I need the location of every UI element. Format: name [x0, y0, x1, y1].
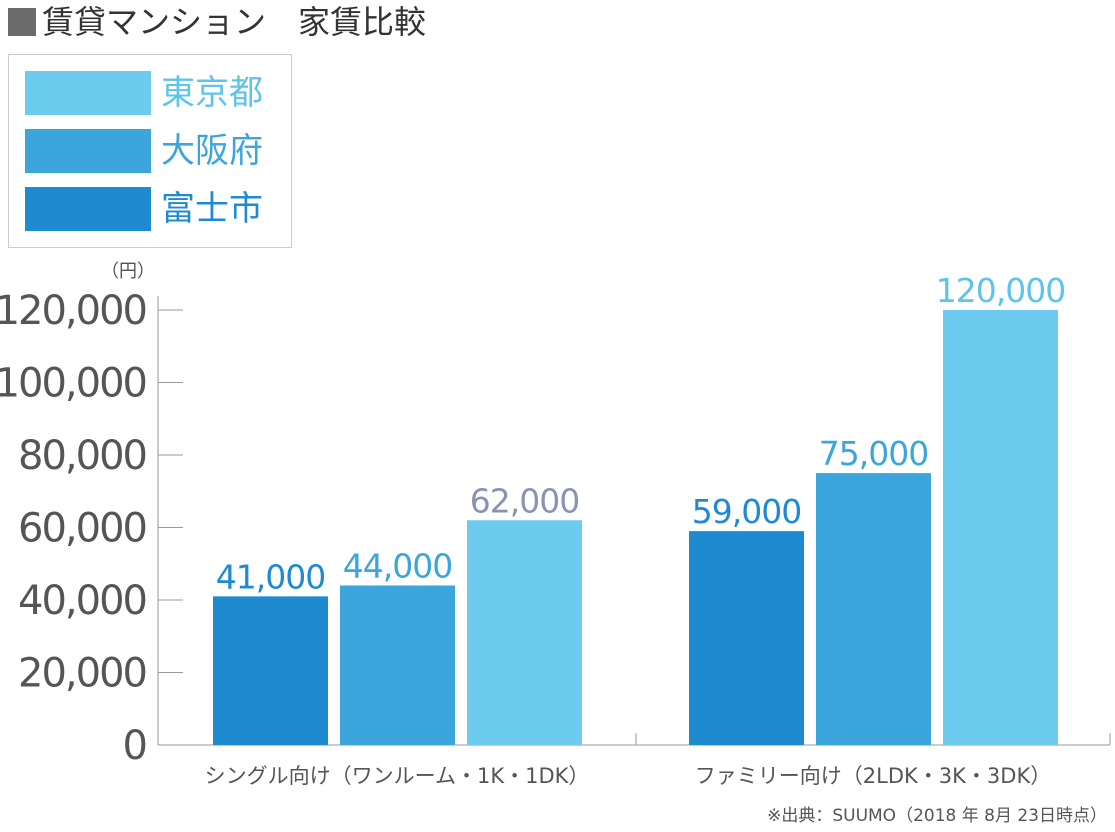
y-axis-label: （円）	[101, 261, 155, 282]
x-category-label: シングル向け（ワンルーム・1K・1DK）	[205, 764, 590, 788]
square-bullet-icon	[8, 8, 36, 36]
data-label: 59,000	[692, 492, 801, 531]
source-note: ※出典：SUUMO（2018 年 8月 23日時点）	[767, 806, 1107, 826]
data-label: 44,000	[343, 547, 452, 586]
bar-1-0	[689, 531, 804, 745]
data-label: 41,000	[216, 557, 325, 596]
data-label: 62,000	[470, 481, 579, 520]
data-label: 75,000	[819, 434, 928, 473]
bar-0-1	[340, 585, 455, 745]
y-tick-label: 120,000	[0, 288, 146, 334]
legend-item-tokyo: 東京都	[25, 71, 285, 115]
legend-swatch-tokyo	[25, 71, 151, 115]
y-tick-label: 100,000	[0, 361, 146, 407]
legend-label-tokyo: 東京都	[161, 73, 263, 113]
y-tick-label: 80,000	[18, 433, 146, 479]
chart-title-text: 賃貸マンション 家賃比較	[42, 3, 427, 41]
legend-swatch-fuji	[25, 187, 151, 231]
bar-0-0	[213, 596, 328, 745]
chart-title: 賃貸マンション 家賃比較	[8, 2, 426, 42]
x-category-label: ファミリー向け（2LDK・3K・3DK）	[695, 764, 1051, 788]
legend-label-osaka: 大阪府	[161, 131, 263, 171]
legend-swatch-osaka	[25, 129, 151, 173]
bar-1-2	[943, 310, 1058, 745]
legend-item-fuji: 富士市	[25, 187, 285, 231]
legend: 東京都 大阪府 富士市	[8, 54, 292, 248]
y-tick-label: 40,000	[18, 578, 146, 624]
y-tick-label: 0	[123, 723, 146, 769]
bar-1-1	[816, 473, 931, 745]
y-tick-label: 60,000	[18, 506, 146, 552]
bar-0-2	[467, 520, 582, 745]
legend-label-fuji: 富士市	[161, 189, 263, 229]
legend-item-osaka: 大阪府	[25, 129, 285, 173]
data-label: 120,000	[936, 271, 1065, 310]
y-tick-label: 20,000	[18, 651, 146, 697]
